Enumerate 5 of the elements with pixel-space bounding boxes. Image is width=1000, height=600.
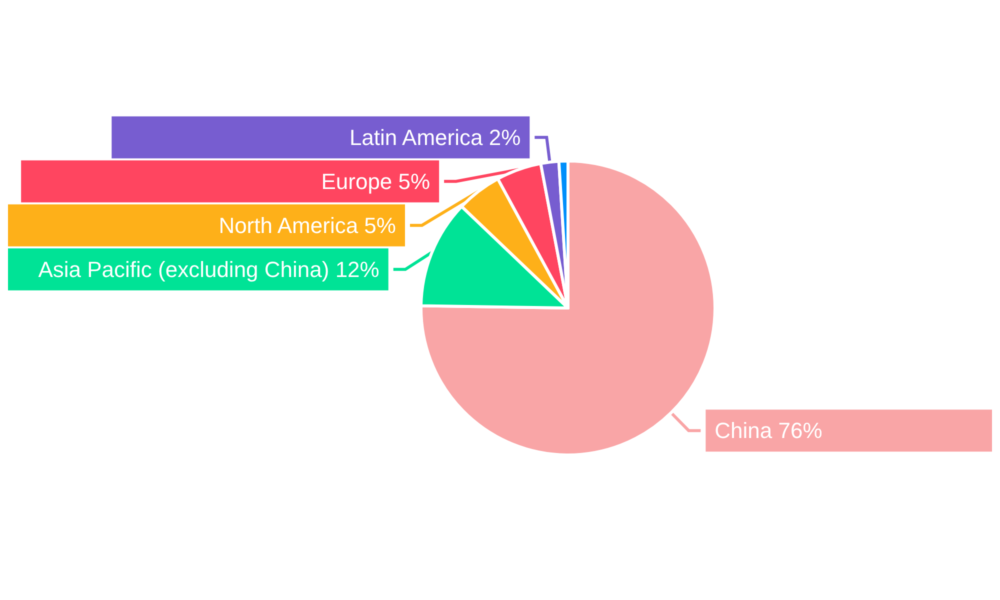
slice-label: Asia Pacific (excluding China) 12% [38, 256, 380, 282]
slice-label: North America 5% [218, 212, 396, 238]
slice-label: Europe 5% [321, 168, 430, 194]
slice-label: China 76% [714, 418, 822, 444]
slice-label: Latin America 2% [349, 124, 521, 150]
